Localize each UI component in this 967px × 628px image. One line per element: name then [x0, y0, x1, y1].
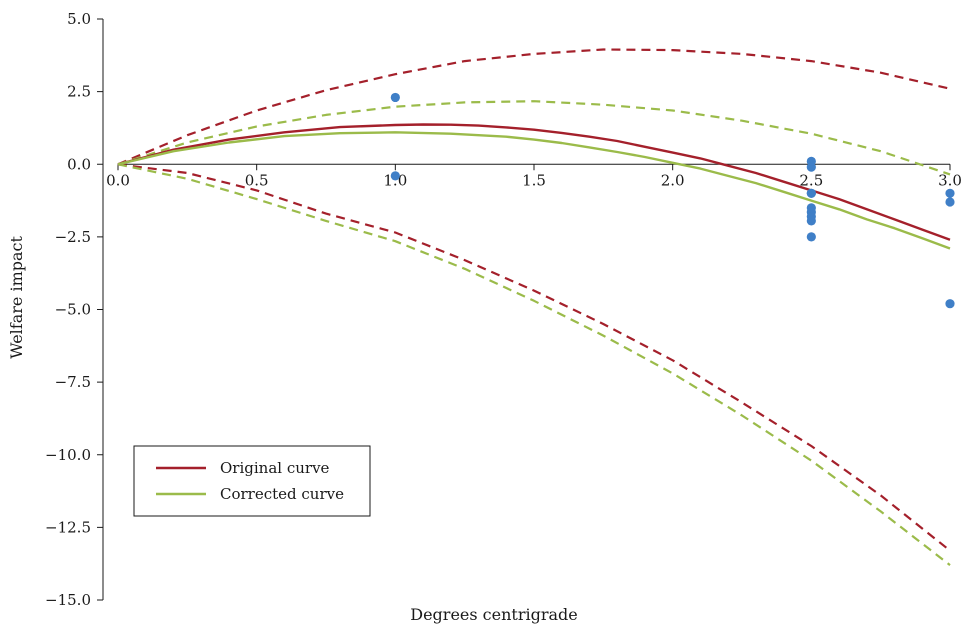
y-tick-label: −5.0	[55, 301, 91, 319]
confidence-band-line	[117, 163, 951, 566]
data-point	[806, 216, 816, 226]
x-tick-label: 1.5	[522, 171, 546, 189]
y-tick-label: −2.5	[55, 228, 91, 246]
confidence-band-line	[117, 163, 951, 552]
x-axis-label: Degrees centrigrade	[410, 605, 578, 624]
legend: Original curve Corrected curve	[133, 445, 371, 517]
data-point	[945, 197, 955, 207]
y-tick-label: 0.0	[67, 155, 91, 173]
legend-label-corrected: Corrected curve	[220, 485, 344, 503]
y-tick-label: −15.0	[45, 591, 91, 609]
y-axis-ticks: 5.0 2.5 0.0 −2.5 −5.0 −7.5 −10.0 −12.5 −15.0	[45, 10, 103, 609]
legend-box	[133, 445, 371, 517]
x-tick-label: 2.5	[799, 171, 823, 189]
x-tick-label: 0.5	[245, 171, 269, 189]
x-tick-label: 3.0	[938, 171, 962, 189]
x-tick-label: 0.0	[106, 171, 130, 189]
series-layer	[117, 48, 951, 566]
observation-points	[390, 92, 955, 309]
data-point	[806, 232, 816, 242]
confidence-band-line	[117, 100, 951, 176]
y-tick-label: −10.0	[45, 446, 91, 464]
legend-label-original: Original curve	[220, 459, 330, 477]
x-axis-ticks: 0.00.51.01.52.02.53.0	[106, 164, 962, 189]
data-point	[390, 92, 400, 103]
y-axis-label: Welfare impact	[7, 236, 26, 359]
data-point	[945, 299, 955, 309]
confidence-band-line	[117, 48, 951, 166]
original-curve-line	[117, 123, 951, 241]
data-point	[806, 162, 816, 172]
data-point	[806, 188, 816, 198]
corrected-curve-line	[117, 131, 951, 250]
y-tick-label: −7.5	[55, 373, 91, 391]
y-tick-label: 5.0	[67, 10, 91, 28]
data-point	[390, 171, 400, 181]
x-tick-label: 2.0	[661, 171, 685, 189]
data-point	[945, 188, 955, 198]
y-tick-label: 2.5	[67, 83, 91, 101]
y-tick-label: −12.5	[45, 518, 91, 536]
